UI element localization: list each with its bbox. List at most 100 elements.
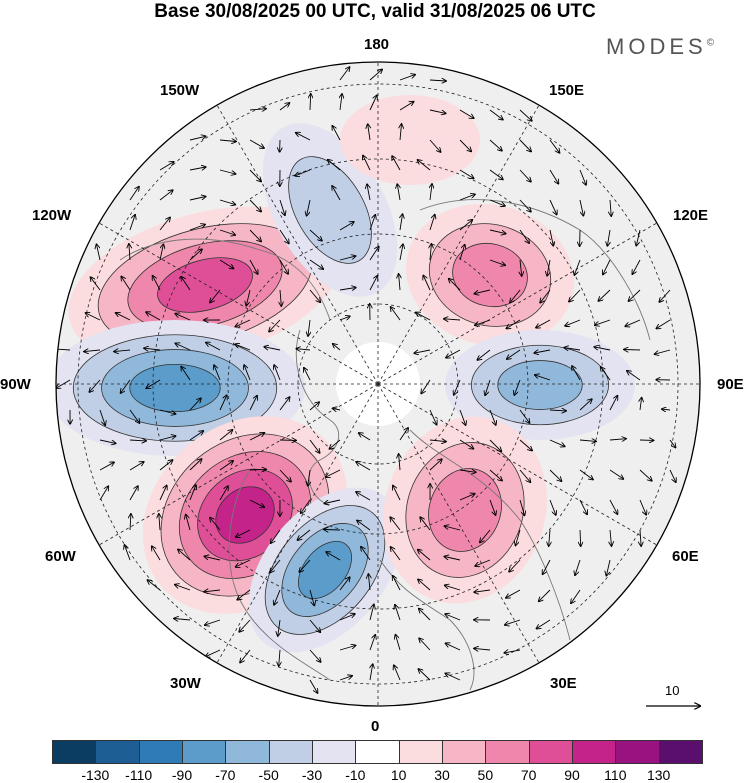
- wind-vector: [249, 499, 264, 507]
- wind-vector: [129, 462, 144, 471]
- wind-vector: [629, 289, 641, 301]
- wind-vector: [489, 169, 503, 179]
- wind-vector: [459, 194, 475, 201]
- anomaly-contour: [428, 468, 502, 552]
- wind-vector: [84, 350, 101, 352]
- wind-vector: [339, 614, 355, 621]
- wind-vector: [363, 156, 371, 171]
- wind-vector: [506, 319, 521, 329]
- wind-vector: [609, 469, 623, 479]
- colorbar-swatch: [615, 740, 660, 764]
- wind-vector: [249, 199, 261, 212]
- colorbar-label: 110: [604, 767, 627, 783]
- wind-vector: [205, 619, 221, 625]
- anomaly-contour: [340, 95, 480, 185]
- wind-vector: [454, 379, 461, 395]
- wind-vector: [519, 229, 529, 243]
- wind-vector: [308, 319, 310, 336]
- wind-vector: [280, 289, 281, 306]
- lon-label-60e: 60E: [672, 548, 699, 565]
- wind-vector: [429, 109, 446, 113]
- wind-vector: [477, 349, 491, 360]
- wind-vector: [309, 439, 320, 453]
- wind-vector: [579, 399, 592, 411]
- wind-vector: [206, 343, 221, 351]
- wind-vector: [579, 199, 583, 216]
- wind-vector: [299, 559, 311, 572]
- lon-label-180: 180: [364, 36, 390, 53]
- wind-vector: [609, 439, 626, 440]
- wind-vector: [393, 576, 401, 591]
- wind-vector: [219, 140, 236, 142]
- wind-vector: [214, 365, 221, 381]
- wind-vector: [537, 619, 551, 629]
- wind-vector: [219, 259, 234, 269]
- wind-vector: [159, 460, 173, 471]
- meridian-line: [212, 383, 379, 670]
- wind-vector: [423, 276, 431, 291]
- wind-vector: [489, 409, 496, 425]
- wind-vector: [186, 515, 191, 531]
- wind-vector: [359, 433, 371, 441]
- wind-vector: [516, 529, 521, 545]
- meridian-line: [377, 98, 544, 385]
- wind-vector: [421, 379, 431, 393]
- wind-vector: [636, 229, 641, 246]
- wind-vector: [339, 316, 350, 321]
- wind-vector: [640, 529, 641, 546]
- anomaly-contour: [452, 242, 528, 308]
- wind-vector: [459, 139, 471, 151]
- wind-vector: [549, 410, 566, 411]
- wind-vector: [639, 499, 646, 515]
- colorbar-label: -130: [81, 767, 110, 783]
- colorbar-swatch: [268, 740, 313, 764]
- wind-vector: [174, 619, 191, 621]
- wind-vector: [655, 349, 671, 354]
- map-title: Base 30/08/2025 00 UTC, valid 31/08/2025…: [154, 1, 596, 22]
- lon-label-150w: 150W: [160, 82, 200, 99]
- wind-vector: [219, 199, 235, 205]
- wind-vector: [279, 397, 290, 411]
- wind-vector: [121, 277, 131, 291]
- meridian-line: [92, 383, 379, 550]
- wind-vector: [369, 96, 377, 111]
- wind-vector: [489, 139, 502, 151]
- wind-vector: [595, 319, 611, 325]
- brand-mark: ©: [706, 37, 715, 49]
- wind-vector: [178, 549, 191, 561]
- wind-vector: [459, 409, 466, 425]
- wind-vector: [357, 521, 371, 531]
- wind-vector: [91, 277, 101, 291]
- wind-vector: [175, 314, 191, 321]
- brand-name: MODES: [606, 34, 707, 59]
- wind-vector: [324, 499, 341, 504]
- wind-vector: [489, 499, 496, 515]
- wind-vector: [244, 365, 251, 381]
- wind-vector: [579, 440, 596, 441]
- colorbar-swatch: [312, 740, 357, 764]
- wind-vector: [356, 492, 371, 501]
- wind-vector: [326, 552, 341, 561]
- wind-vector: [475, 559, 491, 566]
- wind-vector: [369, 247, 379, 261]
- colorbar-label: -70: [215, 767, 236, 783]
- map-border: [55, 61, 701, 707]
- wind-vector: [159, 162, 174, 171]
- colorbar-swatch: [442, 740, 487, 764]
- wind-vector: [418, 160, 431, 171]
- colorbar-swatch: [485, 740, 530, 764]
- meridian-line: [92, 218, 379, 385]
- lon-label-0: 0: [371, 718, 380, 735]
- wind-vector: [189, 485, 196, 501]
- wind-vector: [444, 319, 461, 320]
- lon-label-120e: 120E: [673, 207, 709, 224]
- colorbar-swatch: [528, 740, 573, 764]
- wind-vector: [485, 379, 491, 395]
- lon-label-150e: 150E: [549, 82, 585, 99]
- wind-vector: [219, 461, 233, 471]
- wind-vector: [99, 439, 116, 443]
- wind-vector: [400, 244, 403, 261]
- wind-vector: [459, 169, 474, 178]
- colorbar-label: 130: [646, 767, 671, 783]
- wind-vector: [189, 136, 206, 141]
